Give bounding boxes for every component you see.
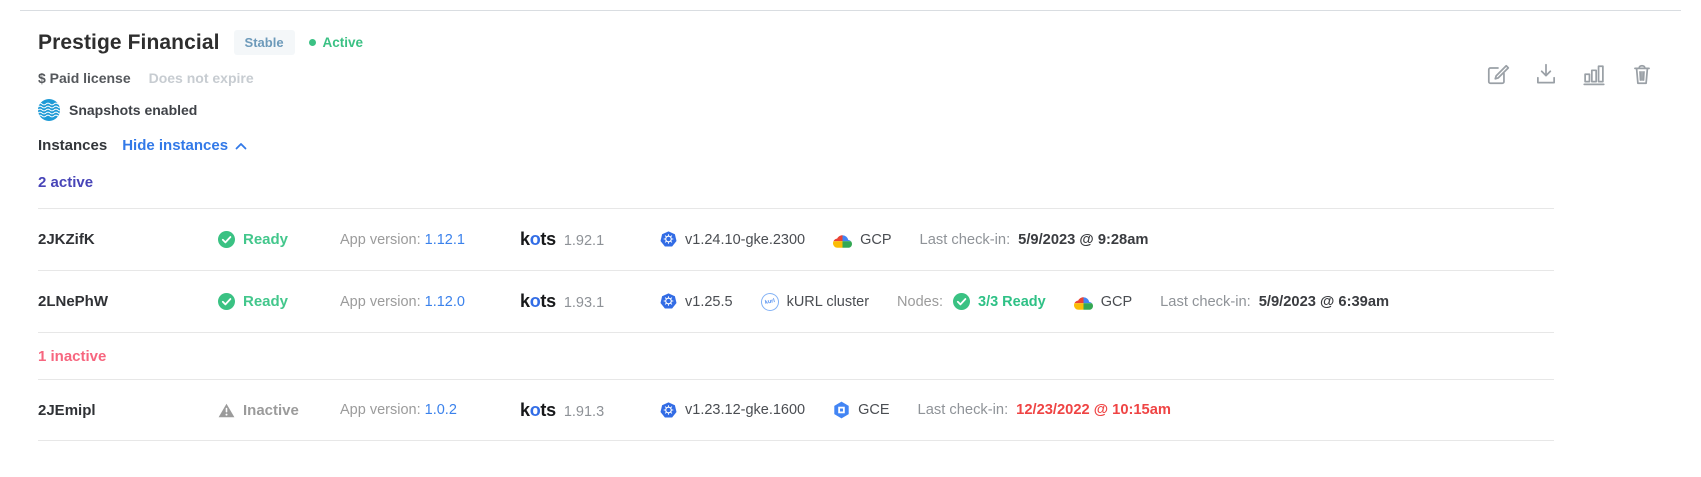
kots-version: 1.93.1 — [563, 295, 605, 311]
hide-instances-label: Hide instances — [122, 137, 229, 154]
kots-cell: kots 1.91.3 — [520, 400, 660, 421]
snapshots-row: Snapshots enabled — [38, 99, 1701, 121]
last-checkin-label: Last check-in: — [917, 402, 1009, 418]
last-checkin-label: Last check-in: — [919, 231, 1011, 248]
instance-details: v1.23.12-gke.1600 GCE Last check-in: 12/… — [660, 401, 1171, 419]
provider-name: GCP — [860, 231, 892, 248]
snapshots-label: Snapshots enabled — [69, 102, 198, 118]
instance-row: 2JKZifK Ready App version: 1.12.1 kots 1… — [38, 208, 1554, 270]
app-version-label: App version: — [340, 402, 421, 418]
download-icon[interactable] — [1532, 60, 1559, 87]
customer-actions-toolbar — [1484, 60, 1655, 87]
customer-name: Prestige Financial — [38, 30, 220, 54]
app-version-cell: App version: 1.12.0 — [340, 294, 520, 310]
kubernetes-version: v1.24.10-gke.2300 — [685, 231, 806, 248]
kots-logo: kots — [520, 291, 556, 311]
trash-icon[interactable] — [1628, 60, 1655, 87]
instance-id: 2LNePhW — [38, 293, 109, 310]
metrics-chart-icon[interactable] — [1580, 60, 1607, 87]
active-count-label: 2 active — [38, 174, 94, 191]
kots-version: 1.91.3 — [563, 403, 605, 420]
last-checkin: Last check-in: 5/9/2023 @ 9:28am — [920, 232, 1149, 248]
edit-icon[interactable] — [1484, 60, 1511, 87]
license-type: $ Paid license — [38, 70, 131, 86]
instances-section-header: Instances Hide instances — [38, 137, 1701, 154]
top-divider — [20, 10, 1681, 11]
kubernetes-icon — [660, 231, 677, 247]
kots-version: 1.92.1 — [563, 233, 605, 249]
status-text: Ready — [243, 293, 289, 310]
gcp-cloud-icon — [833, 234, 853, 248]
hide-instances-toggle[interactable]: Hide instances — [122, 137, 247, 154]
app-version-cell: App version: 1.12.1 — [340, 232, 520, 248]
instance-id: 2JEmipl — [38, 401, 96, 419]
instances-table: 2JKZifK Ready App version: 1.12.1 kots 1… — [38, 208, 1554, 441]
warning-triangle-icon — [218, 403, 235, 417]
nodes-status-chip: 3/3 Ready — [953, 293, 1046, 310]
nodes-label: Nodes: — [897, 293, 943, 310]
kubernetes-version-chip: v1.25.5 — [660, 293, 733, 310]
app-version-link[interactable]: 1.12.1 — [424, 231, 465, 248]
kots-logo: kots — [520, 229, 556, 249]
check-circle-icon — [218, 293, 235, 310]
last-checkin-value: 5/9/2023 @ 6:39am — [1258, 293, 1390, 310]
app-version-link[interactable]: 1.0.2 — [424, 402, 457, 418]
instance-details: v1.24.10-gke.2300 GCP — [660, 231, 1148, 248]
app-version-label: App version: — [340, 231, 421, 248]
kots-cell: kots 1.92.1 — [520, 229, 660, 250]
app-version-label: App version: — [340, 293, 421, 310]
status-dot-icon — [308, 39, 316, 46]
instances-label: Instances — [38, 137, 108, 154]
customer-status: Active — [308, 35, 364, 50]
kubernetes-version-chip: v1.24.10-gke.2300 — [660, 231, 805, 248]
kots-cell: kots 1.93.1 — [520, 291, 660, 312]
last-checkin: Last check-in: 5/9/2023 @ 6:39am — [1160, 294, 1389, 310]
kubernetes-icon — [660, 401, 677, 417]
kubernetes-version: v1.25.5 — [685, 293, 733, 310]
app-version-link[interactable]: 1.12.0 — [424, 293, 465, 310]
snapshots-waves-icon — [38, 99, 60, 121]
inactive-count-label: 1 inactive — [38, 348, 107, 365]
license-row: $ Paid license Does not expire — [38, 70, 1701, 86]
last-checkin-value: 5/9/2023 @ 9:28am — [1018, 231, 1149, 248]
status-label: Active — [322, 35, 364, 50]
status-text: Ready — [243, 231, 289, 248]
check-circle-icon — [953, 293, 970, 310]
provider-chip: GCE — [833, 401, 890, 419]
status-text: Inactive — [243, 401, 299, 419]
channel-badge: Stable — [233, 30, 295, 55]
chevron-up-icon — [235, 142, 247, 149]
instance-id: 2JKZifK — [38, 231, 95, 248]
kurl-cluster-chip: kurl kURL cluster — [758, 290, 870, 313]
instance-status: Ready — [218, 293, 340, 310]
last-checkin: Last check-in: 12/23/2022 @ 10:15am — [918, 402, 1171, 418]
license-expiry: Does not expire — [148, 70, 254, 86]
app-version-cell: App version: 1.0.2 — [340, 402, 520, 418]
provider-chip: GCP — [833, 231, 892, 248]
provider-chip: GCP — [1073, 293, 1133, 310]
inactive-group-header: 1 inactive — [38, 332, 1554, 379]
nodes-ready-text: 3/3 Ready — [978, 293, 1046, 310]
customer-header: Prestige Financial Stable Active — [38, 30, 1701, 55]
provider-name: GCP — [1100, 293, 1133, 310]
kurl-icon: kurl — [758, 290, 781, 313]
provider-name: GCE — [858, 402, 890, 418]
kots-logo: kots — [520, 399, 556, 420]
check-circle-icon — [218, 231, 235, 248]
instance-status: Inactive — [218, 402, 340, 419]
gcp-cloud-icon — [1073, 296, 1093, 310]
last-checkin-label: Last check-in: — [1160, 293, 1251, 310]
cluster-type: kURL cluster — [786, 293, 870, 310]
kubernetes-version-chip: v1.23.12-gke.1600 — [660, 401, 806, 419]
instance-row: 2JEmipl Inactive App version: 1.0.2 kots… — [38, 379, 1554, 441]
instance-details: v1.25.5 kurl kURL cluster Nodes: 3/3 Rea… — [660, 290, 1389, 313]
kubernetes-icon — [660, 293, 677, 309]
instance-row: 2LNePhW Ready App version: 1.12.0 kots 1… — [38, 270, 1554, 332]
instance-status: Ready — [218, 231, 340, 248]
gce-hexagon-icon — [834, 401, 849, 419]
kubernetes-version: v1.23.12-gke.1600 — [685, 402, 806, 418]
last-checkin-value: 12/23/2022 @ 10:15am — [1016, 402, 1171, 418]
